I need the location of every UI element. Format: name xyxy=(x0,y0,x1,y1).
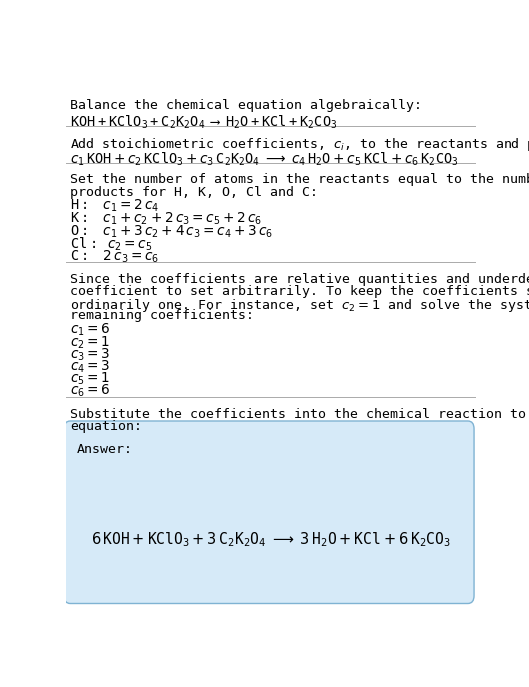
Text: products for H, K, O, Cl and C:: products for H, K, O, Cl and C: xyxy=(70,185,318,199)
FancyBboxPatch shape xyxy=(64,421,474,603)
Text: $\mathtt{K:}\;\;\; c_1 + c_2 + 2\,c_3 = c_5 + 2\,c_6$: $\mathtt{K:}\;\;\; c_1 + c_2 + 2\,c_3 = … xyxy=(70,210,262,227)
Text: Set the number of atoms in the reactants equal to the number of atoms in the: Set the number of atoms in the reactants… xyxy=(70,173,529,186)
Text: $6\,\mathtt{KOH} + \mathtt{KClO_3} + 3\,\mathtt{C_2K_2O_4} \;\longrightarrow\; 3: $6\,\mathtt{KOH} + \mathtt{KClO_3} + 3\,… xyxy=(91,530,451,550)
Text: $c_1\,\mathtt{KOH} + c_2\,\mathtt{KClO_3} + c_3\,\mathtt{C_2K_2O_4} \;\longright: $c_1\,\mathtt{KOH} + c_2\,\mathtt{KClO_3… xyxy=(70,150,459,168)
Text: equation:: equation: xyxy=(70,420,142,433)
Text: $c_1 = 6$: $c_1 = 6$ xyxy=(70,322,111,339)
Text: Balance the chemical equation algebraically:: Balance the chemical equation algebraica… xyxy=(70,100,422,113)
Text: remaining coefficients:: remaining coefficients: xyxy=(70,309,254,322)
Text: Substitute the coefficients into the chemical reaction to obtain the balanced: Substitute the coefficients into the che… xyxy=(70,408,529,420)
Text: $\mathtt{H:}\;\;\; c_1 = 2\,c_4$: $\mathtt{H:}\;\;\; c_1 = 2\,c_4$ xyxy=(70,198,160,214)
Text: coefficient to set arbitrarily. To keep the coefficients small, the arbitrary va: coefficient to set arbitrarily. To keep … xyxy=(70,285,529,298)
Text: $\mathtt{Cl:}\;\; c_2 = c_5$: $\mathtt{Cl:}\;\; c_2 = c_5$ xyxy=(70,236,153,254)
Text: Since the coefficients are relative quantities and underdetermined, choose a: Since the coefficients are relative quan… xyxy=(70,273,529,286)
Text: $\mathtt{O:}\;\;\; c_1 + 3\,c_2 + 4\,c_3 = c_4 + 3\,c_6$: $\mathtt{O:}\;\;\; c_1 + 3\,c_2 + 4\,c_3… xyxy=(70,223,273,240)
Text: $c_6 = 6$: $c_6 = 6$ xyxy=(70,383,111,399)
Text: $c_5 = 1$: $c_5 = 1$ xyxy=(70,371,110,387)
Text: $c_2 = 1$: $c_2 = 1$ xyxy=(70,335,110,350)
Text: $c_3 = 3$: $c_3 = 3$ xyxy=(70,346,111,363)
Text: $\mathtt{KOH + KClO_3 + C_2K_2O_4 \;\longrightarrow\; H_2O + KCl + K_2CO_3}$: $\mathtt{KOH + KClO_3 + C_2K_2O_4 \;\lon… xyxy=(70,113,338,131)
Text: Add stoichiometric coefficients, $c_i$, to the reactants and products:: Add stoichiometric coefficients, $c_i$, … xyxy=(70,137,529,153)
Text: ordinarily one. For instance, set $c_2 = 1$ and solve the system of equations fo: ordinarily one. For instance, set $c_2 =… xyxy=(70,297,529,314)
Text: Answer:: Answer: xyxy=(76,443,132,456)
Text: $c_4 = 3$: $c_4 = 3$ xyxy=(70,359,111,375)
Text: $\mathtt{C:}\;\;\; 2\,c_3 = c_6$: $\mathtt{C:}\;\;\; 2\,c_3 = c_6$ xyxy=(70,249,159,265)
